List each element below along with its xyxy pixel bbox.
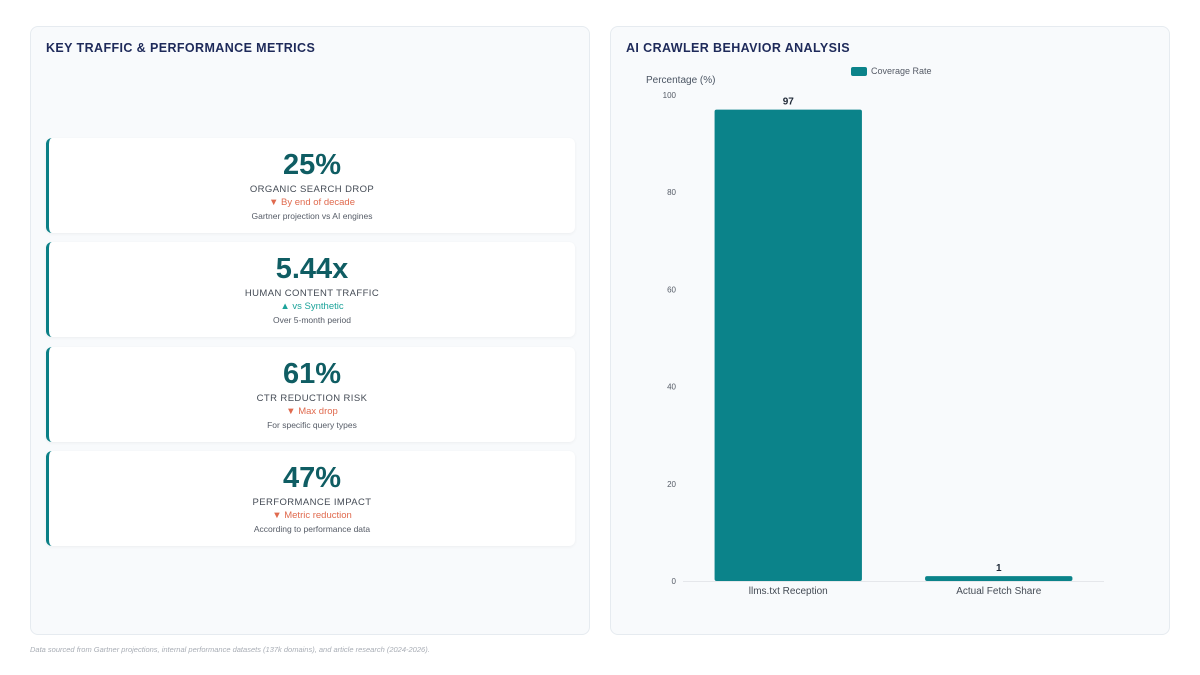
metric-card-performance-impact: 47% PERFORMANCE IMPACT ▼ Metric reductio… [46,451,575,546]
metric-card-human-traffic: 5.44x HUMAN CONTENT TRAFFIC ▲ vs Synthet… [46,242,575,337]
y-tick-label: 40 [667,383,676,392]
metric-value: 61% [282,358,342,390]
metric-card-organic-search: 25% ORGANIC SEARCH DROP ▼ By end of deca… [46,138,575,233]
metric-label: PERFORMANCE IMPACT [252,497,372,508]
legend-label: Coverage Rate [871,66,932,76]
y-axis-title: Percentage (%) [646,75,716,86]
bar-chart: 0 20 40 60 80 100 97 llms.txt Reception 1 Actual … [663,91,1104,597]
metric-note: For specific query types [267,420,357,430]
metric-label: CTR REDUCTION RISK [256,393,368,404]
metric-value: 47% [282,462,342,494]
y-tick-label: 60 [667,285,676,294]
metric-note: Gartner projection vs AI engines [251,211,373,221]
metric-trend: ▲ vs Synthetic [280,301,344,312]
metric-note: Over 5-month period [273,315,351,325]
y-tick-label: 20 [667,480,676,489]
bar-value-label: 97 [783,97,795,108]
x-tick-label: llms.txt Reception [749,586,828,597]
bar [714,109,862,581]
metric-card-ctr-reduction: 61% CTR REDUCTION RISK ▼ Max drop For sp… [46,347,575,442]
bar [925,576,1073,581]
bar-value-label: 1 [996,563,1002,574]
chart-panel-title: AI CRAWLER BEHAVIOR ANALYSIS [626,41,850,55]
metric-value: 25% [282,149,342,181]
chart-panel: AI CRAWLER BEHAVIOR ANALYSIS Coverage Ra… [610,26,1170,635]
x-tick-label: Actual Fetch Share [956,586,1041,597]
legend-swatch [851,66,867,76]
metric-value: 5.44x [275,253,349,285]
metric-note: According to performance data [253,524,371,534]
metric-trend: ▼ Metric reduction [272,510,352,521]
metric-label: ORGANIC SEARCH DROP [249,184,375,195]
y-tick-label: 80 [667,188,676,197]
y-tick-label: 100 [663,91,677,100]
source-footnote: Data sourced from Gartner projections, i… [30,645,430,654]
metric-trend: ▼ Max drop [286,406,338,417]
chart-legend[interactable]: Coverage Rate [851,66,932,76]
y-tick-label: 0 [672,577,677,586]
metric-trend: ▼ By end of decade [269,197,355,208]
metric-label: HUMAN CONTENT TRAFFIC [244,288,380,299]
metrics-panel-title: KEY TRAFFIC & PERFORMANCE METRICS [46,41,316,55]
metrics-panel: KEY TRAFFIC & PERFORMANCE METRICS 25% OR… [30,26,590,635]
